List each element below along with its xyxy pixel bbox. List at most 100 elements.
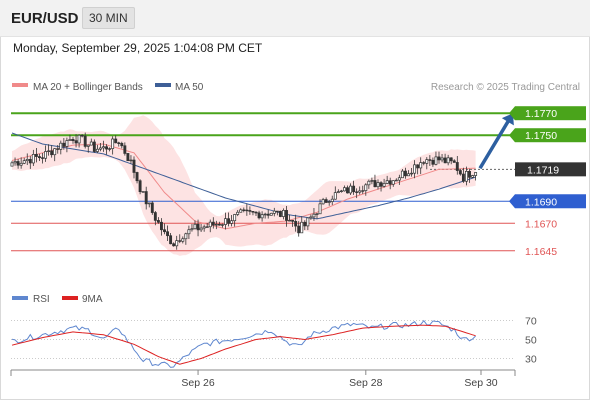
candle-body [269, 212, 273, 216]
candle-body [468, 170, 471, 178]
candle-body [217, 223, 221, 226]
candle-body [126, 153, 130, 162]
candle-body [355, 191, 359, 193]
candle-body [452, 160, 456, 163]
rsi-ma-legend-label: 9MA [82, 294, 103, 305]
candlesticks [10, 132, 478, 250]
candle-body [300, 221, 304, 234]
candle-body [31, 154, 35, 164]
candle-body [123, 145, 127, 154]
candle-body [224, 218, 227, 225]
candle-body [202, 226, 206, 229]
candle-body [245, 209, 249, 212]
candle-body [221, 224, 224, 226]
candle-body [34, 154, 38, 157]
candle-body [166, 231, 169, 237]
pivot-level-label: 1.1690 [525, 196, 557, 208]
candle-body [339, 190, 343, 193]
rsi-tick-label: 70 [525, 316, 537, 328]
candle-body [135, 172, 139, 182]
candle-body [382, 183, 386, 187]
timeframe-button[interactable]: 30 MIN [82, 7, 135, 29]
x-tick-label: Sep 30 [464, 377, 497, 389]
candle-body [379, 182, 383, 187]
source-credit: Research © 2025 Trading Central [431, 82, 580, 93]
candle-body [428, 159, 432, 161]
candle-body [44, 151, 48, 159]
candle-body [419, 162, 423, 169]
candle-body [303, 221, 307, 227]
candle-body [13, 161, 17, 164]
forecast-arrow [478, 113, 514, 170]
support-level-label: 1.1645 [525, 246, 557, 258]
ma50-legend-label: MA 50 [175, 82, 204, 93]
candle-body [172, 243, 176, 247]
candle-body [102, 146, 105, 149]
candle-body [266, 213, 270, 216]
candle-body [71, 139, 75, 141]
candle-body [98, 147, 102, 150]
candle-body [324, 199, 328, 203]
candle-body [349, 185, 353, 194]
candle-body [41, 157, 44, 159]
candle-body [397, 177, 401, 181]
candle-body [19, 162, 23, 166]
candle-body [196, 223, 200, 231]
candle-body [321, 199, 325, 205]
candle-body [132, 159, 136, 173]
target-level-label: 1.1770 [525, 108, 557, 120]
candle-body [373, 180, 377, 188]
candle-body [318, 203, 322, 215]
symbol-title: EUR/USD [11, 10, 79, 27]
candle-body [175, 240, 179, 247]
candle-body [437, 156, 441, 161]
candle-body [343, 187, 346, 192]
target-level-label-bg [515, 106, 586, 121]
candle-body [150, 202, 154, 213]
candle-body [74, 140, 78, 144]
candle-body [129, 159, 133, 162]
candle-body [385, 180, 389, 184]
candle-body [144, 191, 148, 205]
candle-body [120, 143, 124, 147]
candle-body [214, 223, 218, 226]
candle-body [117, 142, 121, 144]
candle-body [184, 233, 188, 240]
rsi-ma-line [11, 324, 476, 365]
candle-body [465, 170, 468, 182]
candle-body [141, 191, 145, 193]
candle-body [89, 141, 93, 146]
candle-body [455, 162, 459, 171]
candle-body [25, 159, 29, 162]
target-level-label-tip [509, 106, 515, 121]
candle-body [312, 213, 316, 218]
candle-body [190, 228, 194, 231]
ma50-line [11, 132, 476, 220]
chart-header: EUR/USD 30 MIN [0, 0, 590, 37]
candle-body [297, 225, 301, 234]
candle-body [361, 190, 365, 192]
candle-body [404, 170, 407, 177]
candle-body [285, 210, 288, 221]
candle-body [410, 172, 414, 175]
candle-body [291, 219, 295, 222]
forecast-arrow-head [501, 113, 514, 126]
candle-body [156, 220, 160, 223]
candle-body [272, 210, 276, 214]
candle-body [236, 211, 240, 215]
candle-body [10, 162, 14, 167]
candle-body [83, 135, 87, 147]
candle-body [193, 223, 197, 230]
candle-body [294, 220, 298, 227]
candle-body [309, 216, 313, 219]
rsi-panel: 70 50 30 [11, 316, 537, 368]
candle-body [358, 190, 362, 193]
candle-body [205, 226, 209, 228]
candle-body [53, 148, 57, 156]
candle-body [187, 229, 191, 235]
candle-body [315, 213, 319, 215]
x-tick-label: Sep 28 [349, 377, 382, 389]
candle-body [211, 221, 215, 226]
chart-datetime: Monday, September 29, 2025 1:04:08 PM CE… [13, 41, 263, 55]
